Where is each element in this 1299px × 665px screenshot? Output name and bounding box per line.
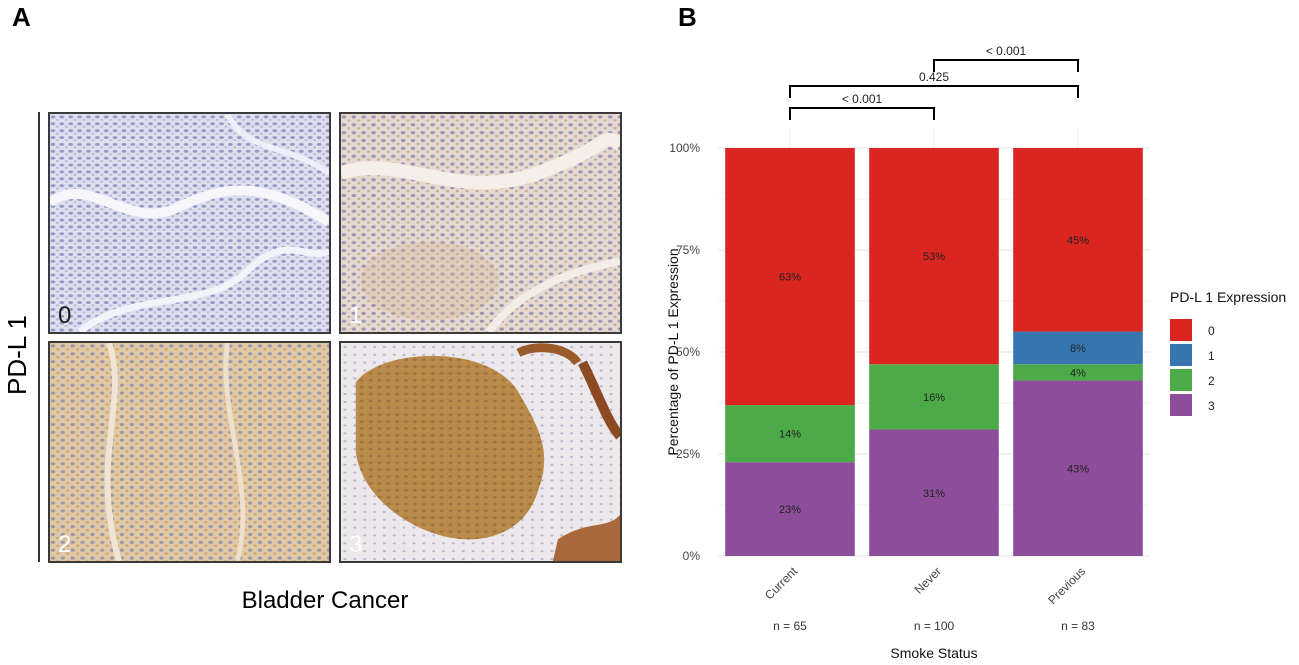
significance-bracket — [789, 85, 1079, 98]
pdl1-row-label: PD-L 1 — [2, 315, 32, 395]
panel-b-label: B — [678, 2, 697, 32]
significance-bracket — [933, 59, 1079, 72]
data-label: 43% — [1067, 463, 1089, 475]
category-count-label: n = 83 — [1061, 619, 1095, 633]
bar-segment-never-level-3 — [869, 429, 999, 556]
legend-swatch-1 — [1170, 344, 1192, 366]
data-label: 4% — [1070, 367, 1086, 379]
bar-segment-previous-level-0 — [1013, 148, 1143, 332]
bar-segment-previous-level-1 — [1013, 331, 1143, 365]
score-label-0: 0 — [58, 302, 72, 329]
y-tick-label: 25% — [676, 447, 700, 461]
bar-segment-previous-level-3 — [1013, 380, 1143, 556]
legend-swatch-0 — [1170, 319, 1192, 341]
y-axis-label: Percentage of PD-L 1 Expression — [665, 248, 681, 455]
data-label: 31% — [923, 488, 945, 500]
data-label: 16% — [923, 392, 945, 404]
p-value-label: < 0.001 — [986, 44, 1027, 58]
data-label: 53% — [923, 251, 945, 263]
x-axis-label: Smoke Status — [890, 645, 977, 661]
stacked-bar-chart: 23% 14% 63% 31% 16% 53% 43% 4% 8% 45% < 0.001 0.42… — [665, 44, 1286, 661]
y-tick-label: 50% — [676, 345, 700, 359]
micrograph-score-2: 2 — [48, 341, 331, 563]
legend-label-3: 3 — [1208, 399, 1215, 413]
micrograph-1-image — [341, 114, 620, 332]
bar-segment-current-level-3 — [725, 462, 855, 556]
y-tick-label: 75% — [676, 243, 700, 257]
significance-brackets: < 0.001 0.425 < 0.001 — [789, 44, 1079, 120]
legend-label-1: 1 — [1208, 349, 1215, 363]
legend-label-2: 2 — [1208, 374, 1215, 388]
category-count-label: n = 100 — [914, 619, 955, 633]
micrograph-2-image — [50, 343, 329, 561]
legend-swatch-2 — [1170, 369, 1192, 391]
p-value-label: < 0.001 — [842, 92, 883, 106]
significance-bracket — [789, 107, 935, 120]
data-label: 63% — [779, 272, 801, 284]
x-tick-label: Previous — [1045, 564, 1088, 607]
bar-segment-current-level-0 — [725, 148, 855, 406]
bar-segment-never-level-2 — [869, 364, 999, 430]
bar-segment-never-level-0 — [869, 148, 999, 365]
bar-segment-previous-level-2 — [1013, 364, 1143, 381]
bar-segment-current-level-2 — [725, 405, 855, 463]
micrograph-score-0: 0 — [48, 112, 331, 334]
y-tick-label: 100% — [669, 141, 700, 155]
row-divider-line — [38, 112, 40, 562]
micrograph-score-3: 3 — [339, 341, 622, 563]
x-tick-label: Current — [762, 564, 801, 603]
category-count-label: n = 65 — [773, 619, 807, 633]
data-label: 8% — [1070, 343, 1086, 355]
data-label: 23% — [779, 504, 801, 516]
bars-layer: 23% 14% 63% 31% 16% 53% 43% 4% 8% 45% — [725, 148, 1143, 556]
legend-title: PD-L 1 Expression — [1170, 289, 1286, 305]
bladder-cancer-label: Bladder Cancer — [241, 587, 409, 614]
score-label-1: 1 — [349, 302, 363, 329]
x-tick-label: Never — [912, 564, 945, 597]
score-label-2: 2 — [58, 531, 72, 558]
micrograph-0-image — [50, 114, 329, 332]
p-value-label: 0.425 — [919, 70, 949, 84]
data-label: 14% — [779, 429, 801, 441]
micrograph-score-1: 1 — [339, 112, 622, 334]
panel-a-label: A — [12, 2, 31, 32]
y-tick-label: 0% — [683, 549, 701, 563]
data-label: 45% — [1067, 235, 1089, 247]
legend-label-0: 0 — [1208, 324, 1215, 338]
legend: PD-L 1 Expression 0 1 2 3 — [1170, 289, 1286, 416]
legend-swatch-3 — [1170, 394, 1192, 416]
micrograph-3-image — [341, 343, 620, 561]
score-label-3: 3 — [349, 531, 363, 558]
